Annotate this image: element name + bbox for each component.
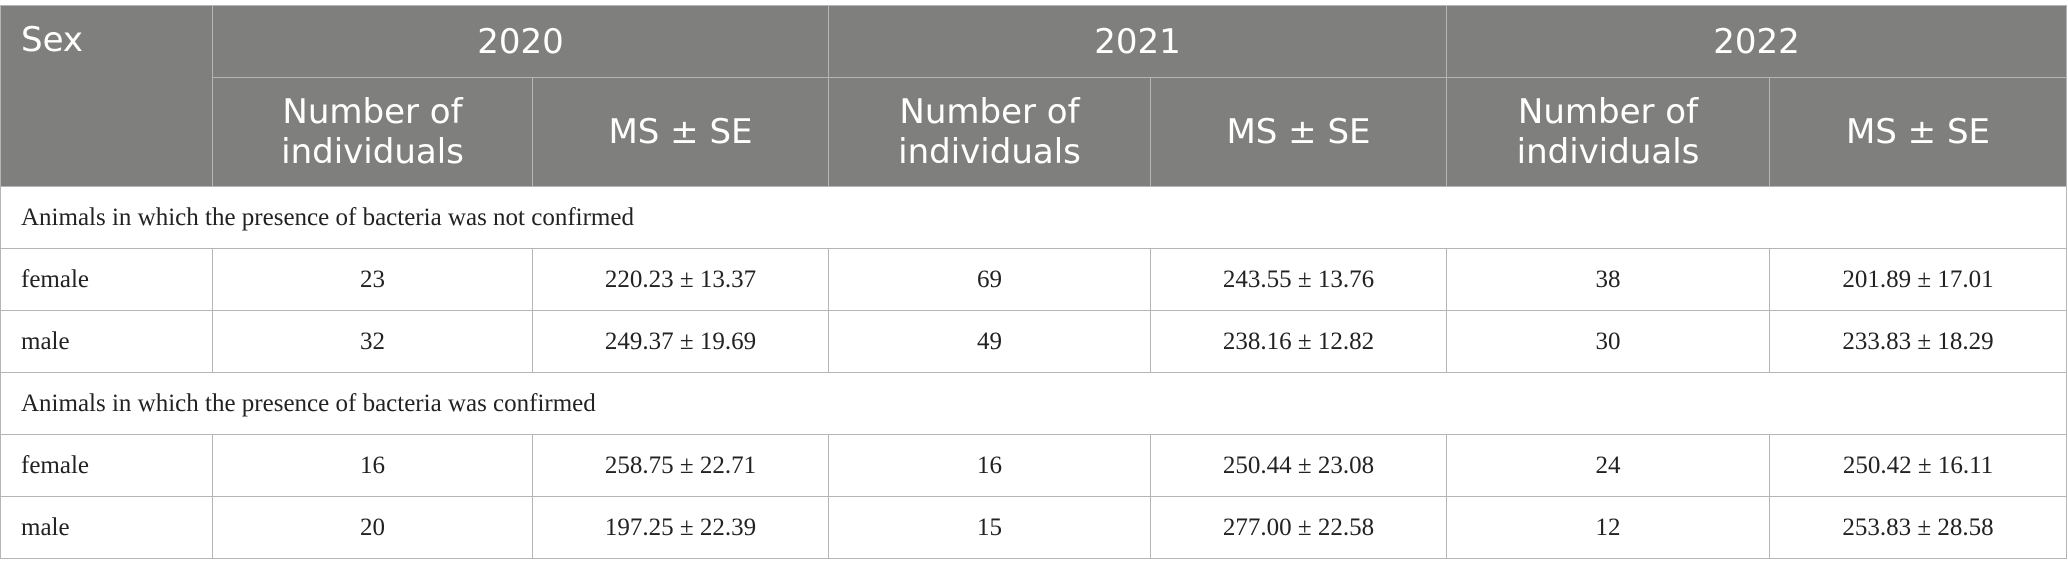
section-row: Animals in which the presence of bacteri… <box>0 186 2067 249</box>
value-cell: 258.75 ± 22.71 <box>532 434 829 497</box>
value-cell: 23 <box>212 248 533 311</box>
value-cell: 220.23 ± 13.37 <box>532 248 829 311</box>
column-header: MS ± SE <box>1769 77 2067 187</box>
value-cell: 233.83 ± 18.29 <box>1769 310 2067 373</box>
value-cell: 238.16 ± 12.82 <box>1150 310 1447 373</box>
column-header: Number of individuals <box>212 77 533 187</box>
year-header: 2020 <box>212 5 829 78</box>
section-title: Animals in which the presence of bacteri… <box>0 186 2067 249</box>
sex-cell: female <box>0 434 213 497</box>
value-cell: 20 <box>212 496 533 559</box>
value-cell: 243.55 ± 13.76 <box>1150 248 1447 311</box>
data-row: male 20 197.25 ± 22.39 15 277.00 ± 22.58 12 25… <box>0 496 2067 559</box>
column-header: MS ± SE <box>532 77 829 187</box>
column-header: MS ± SE <box>1150 77 1447 187</box>
column-header: Number of individuals <box>828 77 1151 187</box>
data-row: female 16 258.75 ± 22.71 16 250.44 ± 23.08 24… <box>0 434 2067 497</box>
value-cell: 12 <box>1446 496 1770 559</box>
value-cell: 30 <box>1446 310 1770 373</box>
value-cell: 15 <box>828 496 1151 559</box>
value-cell: 197.25 ± 22.39 <box>532 496 829 559</box>
value-cell: 24 <box>1446 434 1770 497</box>
section-row: Animals in which the presence of bacteri… <box>0 372 2067 435</box>
table-header: Sex 2020 2021 2022 Number of individuals MS… <box>0 5 2067 187</box>
value-cell: 250.44 ± 23.08 <box>1150 434 1447 497</box>
page: Sex 2020 2021 2022 Number of individuals MS… <box>0 5 2068 570</box>
header-row: Number of individuals MS ± SE Number of in… <box>1 77 2067 187</box>
sex-cell: male <box>0 310 213 373</box>
sex-cell: male <box>0 496 213 559</box>
section-title: Animals in which the presence of bacteri… <box>0 372 2067 435</box>
year-header: 2021 <box>828 5 1447 78</box>
value-cell: 249.37 ± 19.69 <box>532 310 829 373</box>
value-cell: 69 <box>828 248 1151 311</box>
year-header: 2022 <box>1446 5 2067 78</box>
header-row: Sex 2020 2021 2022 <box>0 5 2067 187</box>
value-cell: 38 <box>1446 248 1770 311</box>
value-cell: 201.89 ± 17.01 <box>1769 248 2067 311</box>
value-cell: 253.83 ± 28.58 <box>1769 496 2067 559</box>
value-cell: 32 <box>212 310 533 373</box>
sex-cell: female <box>0 248 213 311</box>
value-cell: 49 <box>828 310 1151 373</box>
value-cell: 16 <box>828 434 1151 497</box>
data-row: male 32 249.37 ± 19.69 49 238.16 ± 12.82 30 23… <box>0 310 2067 373</box>
value-cell: 277.00 ± 22.58 <box>1150 496 1447 559</box>
table-body: Animals in which the presence of bacteri… <box>0 186 2067 559</box>
value-cell: 250.42 ± 16.11 <box>1769 434 2067 497</box>
header-cell: Sex <box>0 5 213 187</box>
column-header: Number of individuals <box>1446 77 1770 187</box>
value-cell: 16 <box>212 434 533 497</box>
data-row: female 23 220.23 ± 13.37 69 243.55 ± 13.76 38… <box>0 248 2067 311</box>
data-table: Sex 2020 2021 2022 Number of individuals MS… <box>0 5 2067 559</box>
